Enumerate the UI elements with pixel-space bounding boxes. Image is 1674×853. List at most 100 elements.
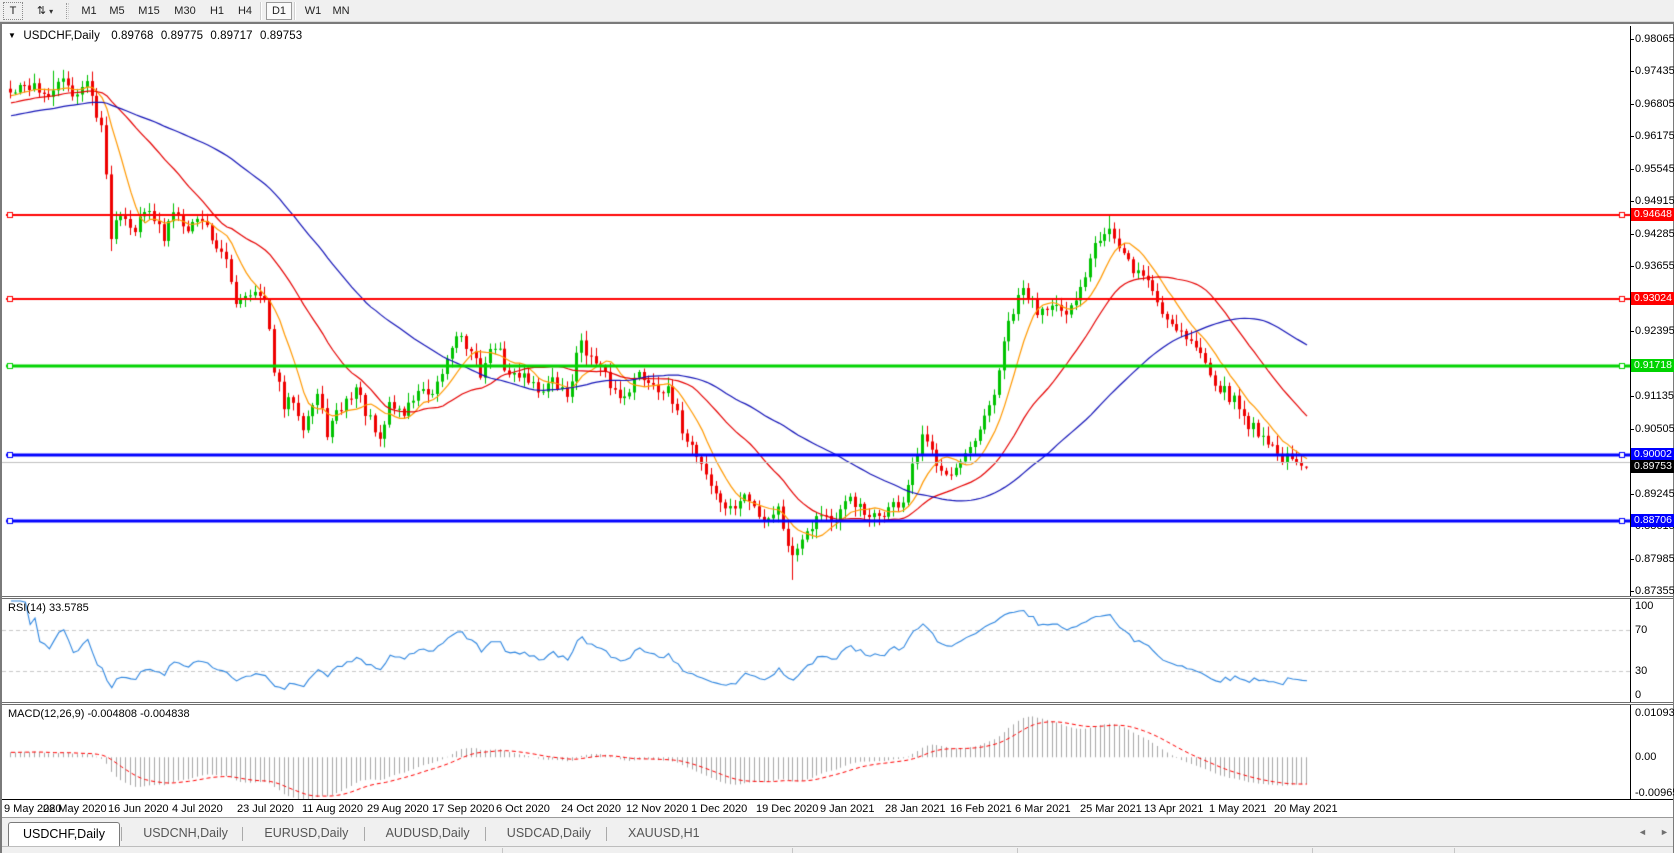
- macd-panel: MACD(12,26,9) -0.004808 -0.004838 0.0109…: [2, 705, 1674, 799]
- chart-symbol-label: USDCHF,Daily: [23, 30, 100, 42]
- timeframe-button-m1[interactable]: M1: [81, 5, 97, 17]
- price-tick-mark: [1630, 169, 1634, 170]
- price-tick-mark: [1630, 104, 1634, 105]
- date-tick-label: 20 May 2021: [1274, 803, 1338, 815]
- tab-scroll-right-icon[interactable]: ►: [1660, 827, 1669, 837]
- rsi-tick-label: 70: [1635, 624, 1648, 636]
- date-tick-label: 9 May 2020: [4, 803, 62, 815]
- price-tick-mark: [1630, 71, 1634, 72]
- price-tick-mark: [1630, 396, 1634, 397]
- macd-chart-canvas[interactable]: [2, 705, 1630, 799]
- price-tick-label: 0.94285: [1635, 228, 1674, 240]
- chart-tab-usdchf-daily[interactable]: USDCHF,Daily: [8, 822, 120, 846]
- price-tick-label: 0.96175: [1635, 130, 1674, 142]
- tab-scroll-left-icon[interactable]: ◄: [1638, 827, 1647, 837]
- price-tick-label: 0.87985: [1635, 553, 1674, 565]
- hline-price-label: 0.88706: [1631, 514, 1674, 527]
- price-tick-label: 0.93655: [1635, 260, 1674, 272]
- date-tick-label: 28 May 2020: [43, 803, 107, 815]
- price-tick-label: 0.94915: [1635, 195, 1674, 207]
- timeframe-button-h4[interactable]: H4: [237, 5, 253, 17]
- timeframe-toolbar: T ⇅ ▾ M1 M5 M15 M30 H1 H4 D1 W1 MN: [0, 0, 1674, 22]
- price-tick-mark: [1630, 559, 1634, 560]
- rsi-panel: RSI(14) 33.5785 100 70 30 0: [2, 599, 1673, 702]
- date-tick-label: 25 Mar 2021: [1080, 803, 1142, 815]
- rsi-chart-canvas[interactable]: [2, 599, 1630, 702]
- price-tick-label: 0.89245: [1635, 488, 1674, 500]
- status-pane-divider: [1454, 848, 1455, 853]
- ohlc-high: 0.89775: [160, 30, 204, 42]
- price-tick-mark: [1630, 266, 1634, 267]
- chart-tab-usdcnh-daily[interactable]: USDCNH,Daily: [143, 826, 228, 840]
- tab-separator: [364, 827, 365, 841]
- text-tool-button[interactable]: T: [3, 2, 23, 20]
- chart-window: ▼ USDCHF,Daily 0.89768 0.89775 0.89717 0…: [0, 22, 1674, 853]
- rsi-tick-label: 0: [1635, 689, 1642, 701]
- timeframe-button-d1[interactable]: D1: [266, 2, 292, 20]
- price-tick-mark: [1630, 39, 1634, 40]
- price-panel: ▼ USDCHF,Daily 0.89768 0.89775 0.89717 0…: [2, 26, 1674, 597]
- price-chart-canvas[interactable]: [2, 26, 1630, 596]
- price-tick-label: 0.90505: [1635, 423, 1674, 435]
- status-pane-divider: [1312, 848, 1313, 853]
- status-pane-divider: [792, 848, 793, 853]
- dropdown-caret-icon: ▾: [49, 7, 54, 16]
- ohlc-low: 0.89717: [210, 30, 253, 42]
- chart-tab-usdcad-daily[interactable]: USDCAD,Daily: [506, 826, 591, 840]
- price-tick-label: 0.92395: [1635, 325, 1674, 337]
- hline-price-label: 0.91718: [1631, 359, 1674, 372]
- date-tick-label: 1 Dec 2020: [691, 803, 748, 815]
- date-tick-label: 17 Sep 2020: [432, 803, 495, 815]
- toolbar-separator: [294, 2, 296, 20]
- macd-tick-label: 0.00: [1635, 751, 1657, 763]
- date-tick-label: 19 Dec 2020: [756, 803, 819, 815]
- hline-price-label: 0.94648: [1631, 208, 1674, 221]
- date-tick-label: 4 Jul 2020: [172, 803, 223, 815]
- tab-separator: [121, 827, 122, 841]
- ohlc-open: 0.89768: [111, 30, 154, 42]
- hline-price-label: 0.93024: [1631, 292, 1674, 305]
- panel-divider[interactable]: [2, 702, 1673, 705]
- timeframe-button-m30[interactable]: M30: [174, 5, 196, 17]
- rsi-tick-label: 100: [1635, 600, 1654, 612]
- macd-axis-border: [1630, 705, 1631, 799]
- status-pane-divider: [502, 848, 503, 853]
- arrows-dropdown-button[interactable]: ⇅ ▾: [28, 2, 62, 20]
- timeframe-button-w1[interactable]: W1: [304, 5, 322, 17]
- price-tick-label: 0.98065: [1635, 33, 1674, 45]
- date-tick-label: 6 Oct 2020: [496, 803, 550, 815]
- toolbar-separator: [260, 2, 262, 20]
- macd-label: MACD(12,26,9) -0.004808 -0.004838: [8, 708, 190, 720]
- ohlc-close: 0.89753: [259, 30, 303, 42]
- date-tick-label: 29 Aug 2020: [367, 803, 429, 815]
- price-tick-label: 0.97435: [1635, 65, 1674, 77]
- date-tick-label: 12 Nov 2020: [626, 803, 689, 815]
- current-price-label: 0.89753: [1631, 460, 1674, 473]
- date-tick-label: 11 Aug 2020: [302, 803, 363, 815]
- timeframe-button-h1[interactable]: H1: [209, 5, 225, 17]
- chart-tab-eurusd-daily[interactable]: EURUSD,Daily: [264, 826, 349, 840]
- timeframe-button-mn[interactable]: MN: [332, 5, 350, 17]
- toolbar-grip: [66, 3, 69, 19]
- price-tick-label: 0.95545: [1635, 163, 1674, 175]
- tab-separator: [485, 827, 486, 841]
- chart-tab-bar: ◄ ► USDCHF,Daily USDCNH,Daily EURUSD,Daily…: [2, 817, 1673, 846]
- price-tick-mark: [1630, 136, 1634, 137]
- timeframe-button-m5[interactable]: M5: [109, 5, 125, 17]
- timeframe-button-m15[interactable]: M15: [138, 5, 160, 17]
- price-tick-label: 0.96805: [1635, 98, 1674, 110]
- date-tick-label: 16 Feb 2021: [950, 803, 1012, 815]
- chart-dropdown-icon[interactable]: ▼: [8, 31, 17, 40]
- chart-tab-audusd-daily[interactable]: AUDUSD,Daily: [385, 826, 470, 840]
- date-tick-label: 6 Mar 2021: [1015, 803, 1071, 815]
- macd-tick-label: 0.010933: [1635, 707, 1674, 719]
- date-tick-label: 13 Apr 2021: [1144, 803, 1204, 815]
- date-tick-label: 28 Jan 2021: [885, 803, 946, 815]
- chart-title: ▼ USDCHF,Daily 0.89768 0.89775 0.89717 0…: [8, 30, 302, 42]
- chart-tab-xauusd-h1[interactable]: XAUUSD,H1: [628, 826, 700, 840]
- tab-separator: [242, 827, 243, 841]
- rsi-axis-border: [1630, 599, 1631, 702]
- price-tick-label: 0.87355: [1635, 585, 1674, 597]
- panel-divider[interactable]: [2, 596, 1673, 599]
